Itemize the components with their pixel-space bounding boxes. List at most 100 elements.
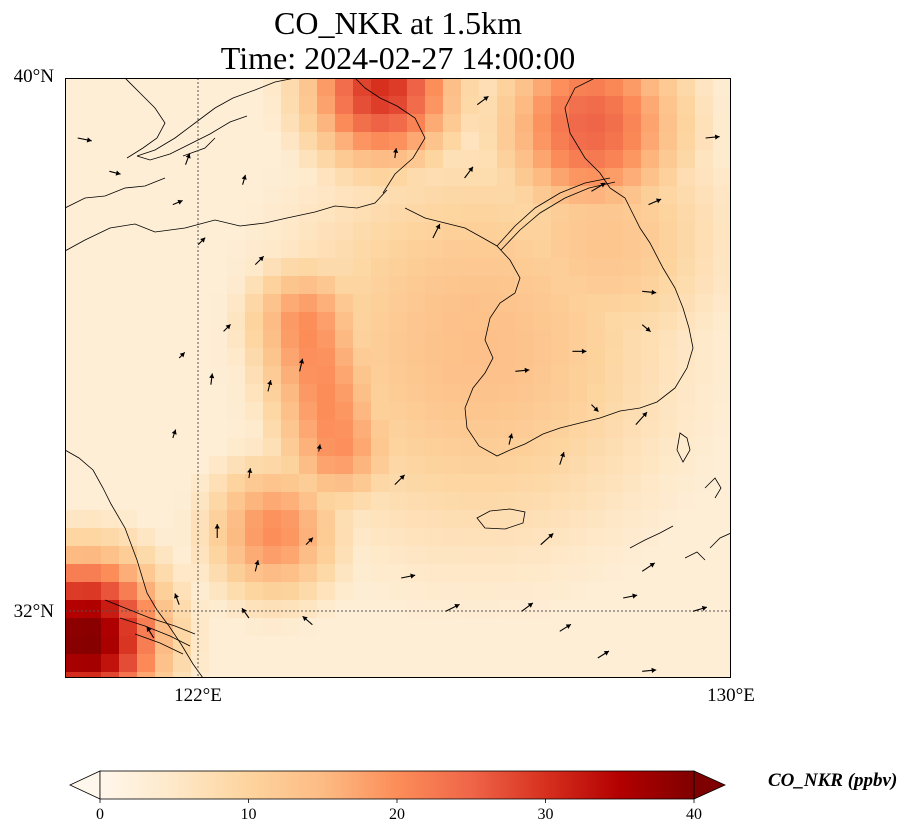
field-cell	[515, 258, 534, 277]
field-cell	[695, 240, 714, 259]
field-cell	[101, 114, 120, 133]
field-cell	[155, 654, 174, 673]
field-cell	[695, 546, 714, 565]
field-cell	[407, 240, 426, 259]
field-cell	[407, 258, 426, 277]
field-cell	[65, 492, 84, 511]
field-cell	[713, 438, 731, 457]
field-cell	[335, 204, 354, 223]
field-cell	[317, 276, 336, 295]
field-cell	[443, 384, 462, 403]
field-cell	[389, 654, 408, 673]
field-cell	[353, 420, 372, 439]
field-cell	[407, 366, 426, 385]
chart-title-line-1: CO_NKR at 1.5km	[274, 5, 522, 41]
field-cell	[623, 384, 642, 403]
map-border	[65, 78, 731, 678]
field-cell	[227, 474, 246, 493]
field-cell	[641, 96, 660, 115]
field-cell	[173, 78, 192, 97]
field-cell	[461, 276, 480, 295]
field-cell	[317, 150, 336, 169]
field-cell	[677, 348, 696, 367]
field-cell	[533, 618, 552, 637]
field-cell	[263, 582, 282, 601]
field-cell	[245, 204, 264, 223]
field-cell	[173, 240, 192, 259]
field-cell	[191, 384, 210, 403]
field-cell	[659, 258, 678, 277]
field-cell	[209, 294, 228, 313]
field-cell	[569, 276, 588, 295]
field-cell	[389, 348, 408, 367]
field-cell	[587, 654, 606, 673]
field-cell	[371, 240, 390, 259]
field-cell	[479, 204, 498, 223]
field-cell	[425, 330, 444, 349]
field-cell	[425, 456, 444, 475]
field-cell	[389, 546, 408, 565]
field-cell	[605, 420, 624, 439]
field-cell	[371, 258, 390, 277]
field-cell	[155, 564, 174, 583]
field-cell	[299, 240, 318, 259]
field-cell	[695, 564, 714, 583]
field-cell	[263, 402, 282, 421]
korea-south-coast	[509, 387, 676, 451]
field-cell	[173, 258, 192, 277]
field-cell	[641, 636, 660, 655]
field-cell	[65, 96, 84, 115]
field-cell	[317, 636, 336, 655]
field-cell	[137, 420, 156, 439]
field-cell	[65, 258, 84, 277]
field-cell	[569, 78, 588, 97]
field-cell	[479, 618, 498, 637]
field-cell	[101, 636, 120, 655]
field-cell	[659, 510, 678, 529]
field-cell	[695, 222, 714, 241]
field-cell	[245, 294, 264, 313]
wind-arrow	[393, 148, 399, 159]
field-cell	[389, 132, 408, 151]
field-cell	[281, 438, 300, 457]
field-cell	[407, 186, 426, 205]
field-cell	[101, 204, 120, 223]
field-cell	[497, 312, 516, 331]
field-cell	[101, 618, 120, 637]
field-cell	[479, 474, 498, 493]
field-cell	[407, 492, 426, 511]
field-cell	[101, 564, 120, 583]
field-cell	[245, 672, 264, 678]
field-cell	[713, 654, 731, 673]
field-cell	[155, 546, 174, 565]
field-cell	[299, 420, 318, 439]
field-cell	[659, 528, 678, 547]
lat-tick-label-40n: 40°N	[13, 66, 54, 87]
field-cell	[263, 222, 282, 241]
field-cell	[299, 96, 318, 115]
field-cell	[677, 150, 696, 169]
field-cell	[119, 618, 138, 637]
kyushu-islands	[629, 477, 731, 561]
field-cell	[155, 330, 174, 349]
field-cell	[605, 312, 624, 331]
field-cell	[101, 600, 120, 619]
field-cell	[461, 348, 480, 367]
field-cell	[407, 384, 426, 403]
field-cell	[209, 240, 228, 259]
field-cell	[137, 402, 156, 421]
field-cell	[713, 366, 731, 385]
field-cell	[371, 276, 390, 295]
field-cell	[461, 312, 480, 331]
coastlines	[65, 78, 731, 678]
field-cell	[659, 294, 678, 313]
field-cell	[713, 600, 731, 619]
field-cell	[281, 420, 300, 439]
field-cell	[227, 276, 246, 295]
field-cell	[119, 438, 138, 457]
field-cell	[443, 672, 462, 678]
wind-arrow	[267, 379, 273, 392]
field-cell	[461, 366, 480, 385]
field-cell	[551, 528, 570, 547]
tsushima-island	[676, 432, 691, 463]
